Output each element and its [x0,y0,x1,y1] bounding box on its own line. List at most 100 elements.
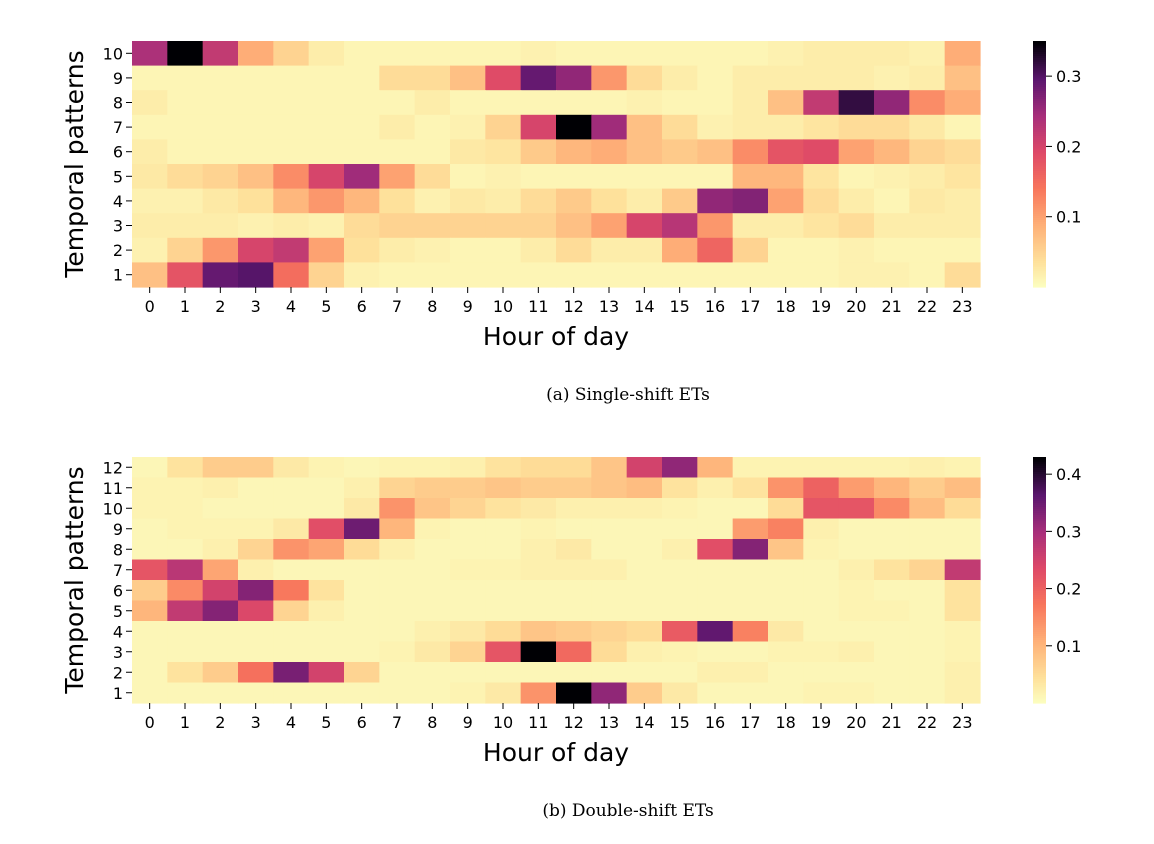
heatmap-cell-p11-h2 [202,477,239,499]
colorbar-slice [1033,75,1046,79]
y-tick-label: 7 [113,118,123,137]
x-tick-label: 16 [705,713,725,732]
y-tick-label: 5 [113,602,123,621]
heatmap-cell-p11-h6 [344,477,380,499]
heatmap-cell-p4-h11 [520,188,557,214]
colorbar-slice [1033,49,1046,52]
heatmap-cell-p5-h4 [273,164,310,190]
heatmap-cell-p8-h17 [732,90,769,116]
heatmap-cell-p6-h20 [838,139,875,165]
heatmap-cell-p5-h10 [485,164,522,190]
heatmap-cell-p7-h20 [838,559,875,581]
heatmap-cell-p3-h3 [238,213,274,239]
x-tick-label: 0 [145,297,155,316]
colorbar-tick-label: 0.4 [1056,465,1081,484]
heatmap-cell-p1-h17 [732,682,769,704]
x-tick-label: 5 [321,297,331,316]
heatmap-cell-p3-h2 [202,213,239,239]
y-tick-label: 6 [113,581,123,600]
colorbar-slice [1033,512,1046,515]
x-tick-label: 10 [493,297,513,316]
colorbar-slice [1033,520,1046,524]
colorbar-slice [1033,120,1046,124]
colorbar-slice [1033,684,1046,688]
colorbar-slice [1033,645,1046,649]
colorbar-slice [1033,159,1046,163]
colorbar-slice [1033,473,1046,477]
heatmap-cell-p6-h16 [697,139,734,165]
heatmap-cell-p7-h7 [379,559,416,581]
heatmap-cell-p11-h18 [768,477,804,499]
heatmap-cell-p5-h19 [803,164,840,190]
heatmap-cell-p10-h15 [662,498,698,520]
heatmap-cell-p12-h19 [803,457,840,479]
colorbar-slice [1033,491,1046,495]
heatmap-cell-p8-h12 [556,539,592,561]
heatmap-cell-p1-h1 [167,262,204,288]
y-axis-label: Temporal patterns [60,50,89,278]
heatmap-cell-p11-h16 [697,477,734,499]
heatmap-cell-p5-h5 [308,600,345,622]
heatmap-cell-p3-h20 [838,213,875,239]
heatmap-cell-p6-h18 [768,139,804,165]
heatmap-cell-p4-h15 [662,188,698,214]
heatmap-cell-p4-h6 [344,621,380,643]
heatmap-cell-p11-h22 [909,477,946,499]
colorbar-slice [1033,575,1046,579]
heatmap-cell-p2-h8 [414,662,451,684]
colorbar-slice [1033,639,1046,643]
heatmap-cell-p10-h22 [909,498,946,520]
heatmap-cell-p9-h0 [132,518,168,540]
colorbar-slice [1033,627,1046,630]
heatmap-cell-p2-h15 [662,662,698,684]
heatmap-cell-p1-h19 [803,682,840,704]
heatmap-cell-p1-h11 [520,262,557,288]
heatmap-cell-p9-h5 [308,65,345,91]
heatmap-cell-p1-h8 [414,682,451,704]
heatmap-cell-p8-h21 [874,539,910,561]
heatmap-cell-p12-h17 [732,457,769,479]
x-tick-label: 2 [215,713,225,732]
heatmap-cell-p6-h5 [308,139,345,165]
heatmap-cell-p6-h4 [273,580,310,602]
heatmap-cell-p5-h1 [167,164,204,190]
heatmap-cell-p11-h3 [238,477,274,499]
heatmap-cell-p4-h10 [485,621,522,643]
colorbar-tick-label: 0.3 [1056,67,1081,86]
heatmap-cell-p2-h1 [167,237,204,263]
heatmap-cell-p7-h22 [909,559,946,581]
colorbar-slice [1033,516,1046,520]
heatmap-cell-p1-h22 [909,262,946,288]
colorbar-slice [1033,608,1046,612]
colorbar-slice [1033,571,1046,575]
colorbar-slice [1033,561,1046,565]
colorbar-slice [1033,65,1046,69]
colorbar-slice [1033,467,1046,470]
heatmap-cell-p5-h7 [379,164,416,190]
heatmap-cell-p10-h6 [344,41,380,67]
heatmap-cell-p2-h2 [202,662,239,684]
heatmap-cell-p8-h4 [273,90,310,116]
heatmap-cell-p6-h0 [132,139,168,165]
heatmap-cell-p6-h10 [485,139,522,165]
colorbar-slice [1033,616,1046,620]
heatmap-cell-p9-h6 [344,65,380,91]
colorbar-slice [1033,71,1046,75]
heatmap-cell-p12-h12 [556,457,592,479]
colorbar-slice [1033,272,1046,276]
heatmap-cell-p3-h12 [556,213,592,239]
colorbar-slice [1033,563,1046,567]
y-tick-label: 8 [113,94,123,113]
colorbar-slice [1033,662,1046,665]
heatmap-cell-p7-h7 [379,114,416,140]
heatmap-cell-p4-h13 [591,621,628,643]
colorbar-slice [1033,100,1046,104]
heatmap-cell-p8-h20 [838,90,875,116]
heatmap-cell-p11-h5 [308,477,345,499]
colorbar-slice [1033,108,1046,112]
x-tick-label: 23 [952,297,972,316]
colorbar-slice [1033,461,1046,464]
colorbar-slice [1033,41,1046,44]
x-tick-label: 12 [563,297,583,316]
